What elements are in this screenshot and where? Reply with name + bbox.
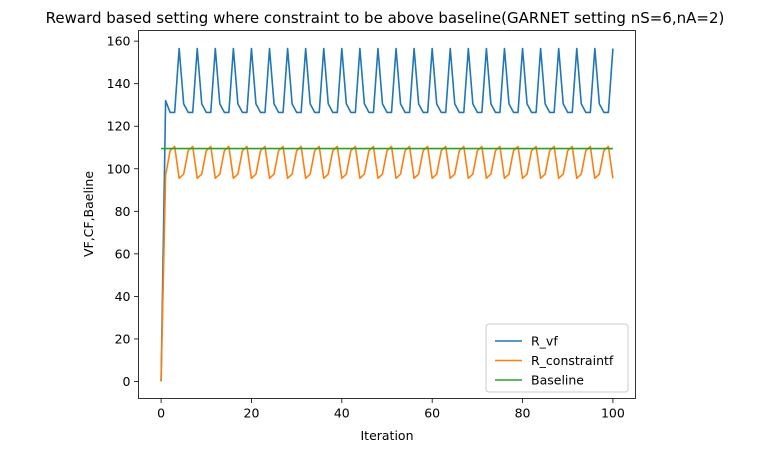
y-tick-label-8: 160 bbox=[107, 34, 131, 49]
y-tick-label-5: 100 bbox=[107, 161, 131, 176]
series-line-0 bbox=[160, 47, 614, 382]
y-axis-label: VF,CF,Baeline bbox=[81, 171, 96, 257]
x-axis-label: Iteration bbox=[360, 428, 413, 443]
y-tick-label-4: 80 bbox=[115, 204, 131, 219]
y-tick-label-3: 60 bbox=[115, 246, 131, 261]
x-tick-label-4: 80 bbox=[515, 406, 531, 421]
legend-label-2: Baseline bbox=[531, 373, 584, 388]
x-tick-label-1: 20 bbox=[244, 406, 260, 421]
x-tick-label-2: 40 bbox=[334, 406, 350, 421]
y-tick-label-7: 140 bbox=[107, 76, 131, 91]
legend-items: R_vf R_constraintf Baseline bbox=[495, 334, 614, 388]
series-layer bbox=[160, 47, 614, 382]
y-tick-label-6: 120 bbox=[107, 119, 131, 134]
legend-label-1: R_constraintf bbox=[531, 353, 614, 368]
legend-label-0: R_vf bbox=[531, 334, 558, 349]
y-tick-label-1: 20 bbox=[115, 331, 131, 346]
plot-frame bbox=[138, 30, 636, 399]
x-tick-label-0: 0 bbox=[157, 406, 165, 421]
x-axis-ticks: 0 20 40 60 80 100 bbox=[157, 398, 625, 421]
y-tick-label-0: 0 bbox=[123, 374, 131, 389]
y-tick-label-2: 40 bbox=[115, 289, 131, 304]
plot-area bbox=[138, 30, 636, 399]
x-tick-label-3: 60 bbox=[424, 406, 440, 421]
legend: R_vf R_constraintf Baseline bbox=[485, 323, 629, 393]
series-line-1 bbox=[160, 145, 614, 382]
y-axis-ticks: 0 20 40 60 80 100 120 140 160 bbox=[107, 34, 139, 389]
chart-title: Reward based setting where constraint to… bbox=[46, 9, 725, 27]
x-tick-label-5: 100 bbox=[601, 406, 625, 421]
